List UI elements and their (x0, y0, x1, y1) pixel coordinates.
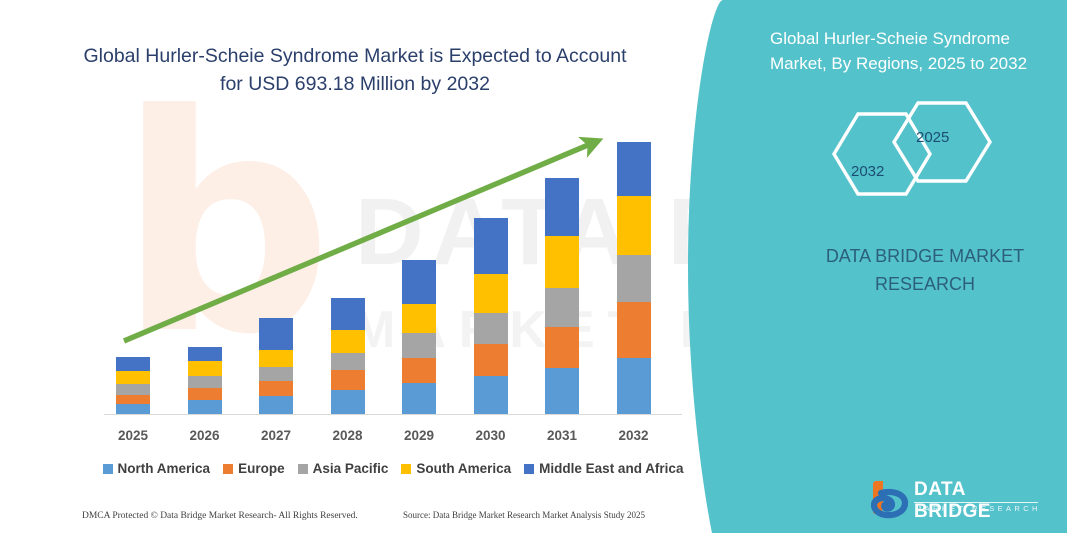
bar-segment (259, 318, 293, 350)
bar-segment (116, 371, 150, 384)
bar-segment (402, 358, 436, 383)
footer-dmca-text: DMCA Protected © Data Bridge Market Rese… (82, 511, 358, 521)
legend-item: South America (401, 461, 511, 476)
bar-segment (187, 347, 222, 361)
panel-brand-text: DATA BRIDGE MARKET RESEARCH (800, 242, 1050, 298)
bar-segment (545, 288, 579, 327)
bar-segment (330, 298, 365, 330)
bar-segment (330, 330, 365, 353)
legend-item: Middle East and Africa (524, 461, 683, 476)
bar-segment (330, 370, 365, 390)
bar-segment (330, 390, 365, 414)
bar-segment (473, 274, 508, 313)
bar-2032 (616, 142, 651, 414)
bar-2027 (259, 318, 293, 414)
bar-2029 (402, 260, 436, 414)
legend-swatch-icon (297, 463, 308, 474)
bar-segment (402, 260, 436, 304)
bar-segment (259, 367, 293, 381)
panel-title-line-2: Market, By Regions, 2025 to 2032 (770, 54, 1028, 73)
bar-segment (259, 396, 293, 414)
panel-brand-line-2: RESEARCH (874, 274, 976, 294)
bar-segment (330, 353, 365, 370)
bar-segment (616, 142, 651, 196)
x-axis-line (104, 414, 682, 415)
bar-segment (616, 196, 651, 255)
bar-segment (545, 327, 579, 368)
x-axis-label-2028: 2028 (332, 428, 363, 443)
bar-segment (545, 236, 579, 288)
hexagon-label-2025: 2025 (916, 129, 950, 146)
legend-label: Asia Pacific (312, 461, 389, 476)
bar-segment (116, 384, 150, 395)
trend-arrow-icon (122, 136, 604, 344)
legend-item: North America (102, 461, 211, 476)
footer-source-text: Source: Data Bridge Market Research Mark… (403, 510, 645, 520)
bar-segment (187, 388, 222, 400)
bar-segment (187, 361, 222, 376)
bar-segment (116, 395, 150, 404)
bar-segment (545, 178, 579, 236)
x-axis-label-2031: 2031 (546, 428, 578, 443)
bar-2028 (330, 298, 365, 414)
data-bridge-logo: DATA BRIDGE MARKET RESEARCH (869, 476, 1044, 522)
panel-title-line-1: Global Hurler-Scheie Syndrome (770, 29, 1010, 48)
legend-swatch-icon (102, 463, 113, 474)
bar-segment (473, 344, 508, 376)
hexagon-group (832, 101, 992, 196)
x-axis-label-2027: 2027 (260, 428, 292, 443)
legend-label: North America (117, 461, 211, 476)
chart-legend: North America Europe Asia Pacific South Ame… (102, 461, 683, 476)
bar-segment (187, 376, 222, 388)
bar-segment (402, 383, 436, 414)
bar-2026 (187, 347, 222, 414)
bar-2031 (545, 178, 579, 414)
legend-label: Europe (238, 461, 285, 476)
panel-title: Global Hurler-Scheie Syndrome Market, By… (770, 26, 1045, 76)
bar-2030 (473, 218, 508, 414)
logo-subtitle: MARKET RESEARCH (915, 504, 1041, 513)
legend-item: Europe (223, 461, 285, 476)
x-axis-label-2029: 2029 (403, 428, 435, 443)
legend-swatch-icon (524, 463, 535, 474)
chart-title: Global Hurler-Scheie Syndrome Market is … (70, 42, 640, 98)
bar-segment (116, 357, 150, 371)
x-axis-label-2032: 2032 (618, 428, 649, 443)
panel-brand-line-1: DATA BRIDGE MARKET (825, 246, 1025, 266)
data-bridge-b-logo-icon (870, 481, 909, 519)
hexagon-label-2032: 2032 (851, 163, 885, 180)
chart-title-line-1: Global Hurler-Scheie Syndrome Market is … (83, 45, 627, 67)
bar-2025 (116, 357, 150, 414)
bar-segment (259, 381, 293, 396)
bar-segment (187, 400, 222, 414)
x-axis-label-2030: 2030 (475, 428, 506, 443)
legend-swatch-icon (223, 463, 234, 474)
bar-segment (473, 218, 508, 274)
x-axis-label-2026: 2026 (189, 428, 220, 443)
bar-segment (473, 376, 508, 414)
bar-segment (402, 333, 436, 358)
x-axis-label-2025: 2025 (117, 428, 149, 443)
bar-segment (616, 255, 651, 302)
chart-title-line-2: for USD 693.18 Million by 2032 (220, 73, 490, 95)
bar-segment (616, 302, 651, 358)
legend-item: Asia Pacific (297, 461, 389, 476)
bar-segment (545, 368, 579, 414)
legend-label: Middle East and Africa (539, 461, 684, 476)
bar-segment (402, 304, 436, 333)
hexagon-2032-shape (832, 112, 932, 196)
bar-segment (259, 350, 293, 367)
logo-title: DATA BRIDGE (914, 479, 991, 522)
logo-divider (914, 502, 1038, 503)
legend-label: South America (416, 461, 512, 476)
bar-segment (116, 404, 150, 414)
bar-segment (616, 358, 651, 414)
legend-swatch-icon (401, 463, 412, 474)
bar-segment (473, 313, 508, 344)
